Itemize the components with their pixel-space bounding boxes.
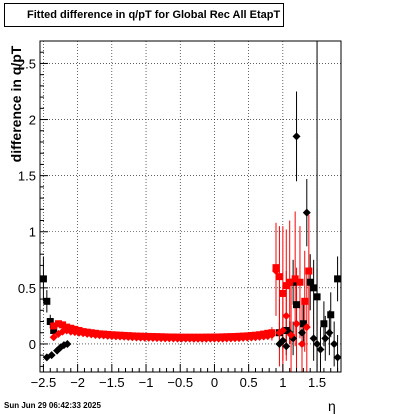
data-point-diamond bbox=[287, 330, 296, 339]
data-point-square bbox=[50, 326, 58, 334]
data-point-diamond bbox=[321, 334, 330, 343]
data-point-diamond bbox=[282, 342, 291, 351]
x-tick-label: −2.5 bbox=[31, 375, 57, 390]
data-point-square bbox=[334, 275, 342, 283]
data-point-diamond bbox=[49, 333, 58, 342]
data-point-square bbox=[320, 320, 328, 328]
data-point-diamond bbox=[194, 334, 203, 343]
data-point-diamond bbox=[214, 334, 223, 343]
data-point-square bbox=[293, 301, 301, 309]
data-point-diamond bbox=[298, 328, 307, 337]
data-point-diamond bbox=[59, 341, 68, 350]
data-point-square bbox=[279, 289, 287, 297]
tick-labels: −2.5 −2 −1.5 −1 −0.5 0 0.5 1 1.5 0 0.5 1 1.5 2 2.5 bbox=[18, 56, 326, 390]
x-tick-label: −1 bbox=[139, 375, 154, 390]
data-point-diamond bbox=[278, 326, 287, 335]
data-point-diamond bbox=[325, 328, 334, 337]
data-point-diamond bbox=[292, 132, 301, 141]
data-point-square bbox=[46, 318, 54, 326]
y-tick-label: 2 bbox=[29, 113, 36, 128]
data-point-square bbox=[296, 278, 304, 286]
x-tick-label: 1 bbox=[279, 375, 286, 390]
x-tick-label: 0.5 bbox=[240, 375, 258, 390]
data-point-diamond bbox=[47, 351, 56, 360]
data-point-square bbox=[54, 320, 62, 328]
data-point-diamond bbox=[206, 334, 215, 343]
data-point-diamond bbox=[298, 339, 307, 348]
y-tick-label: 0.5 bbox=[18, 281, 36, 296]
data-point-square bbox=[305, 267, 313, 275]
data-point-square bbox=[299, 320, 307, 328]
data-point-diamond bbox=[302, 323, 311, 332]
data-point-diamond bbox=[120, 332, 129, 341]
x-tick-label: −0.5 bbox=[167, 375, 193, 390]
data-point-diamond bbox=[292, 319, 301, 328]
data-point-diamond bbox=[309, 334, 318, 343]
data-point-diamond bbox=[189, 334, 198, 343]
data-point-diamond bbox=[316, 345, 325, 354]
data-point-diamond bbox=[267, 330, 276, 339]
data-point-square bbox=[306, 278, 314, 286]
data-point-square bbox=[291, 275, 299, 283]
x-tick-label: −1.5 bbox=[99, 375, 125, 390]
data-point-diamond bbox=[161, 334, 170, 343]
data-point-square bbox=[275, 273, 283, 281]
data-point-square bbox=[59, 321, 67, 329]
data-point-square bbox=[327, 311, 335, 319]
y-tick-label: 0 bbox=[29, 337, 36, 352]
data-point-diamond bbox=[302, 208, 311, 217]
data-point-square bbox=[50, 322, 58, 330]
data-point-square bbox=[43, 297, 51, 305]
data-point-square bbox=[301, 297, 309, 305]
data-point-diamond bbox=[63, 339, 72, 348]
data-point-square bbox=[286, 278, 294, 286]
data-point-diamond bbox=[330, 339, 339, 348]
x-axis-label: η bbox=[328, 398, 336, 414]
data-point-square bbox=[310, 284, 318, 292]
y-tick-label: 2.5 bbox=[18, 56, 36, 71]
y-tick-label: 1 bbox=[29, 225, 36, 240]
markers bbox=[39, 132, 342, 362]
data-point-diamond bbox=[181, 334, 190, 343]
data-point-diamond bbox=[333, 353, 342, 362]
x-tick-label: −2 bbox=[70, 375, 85, 390]
axis-ticks bbox=[40, 40, 339, 372]
data-point-diamond bbox=[198, 334, 207, 343]
y-axis-label: difference in q/pT bbox=[8, 45, 24, 163]
footer-timestamp: Sun Jun 29 06:42:33 2025 bbox=[4, 401, 101, 410]
y-tick-label: 1.5 bbox=[18, 169, 36, 184]
data-point-diamond bbox=[282, 311, 291, 320]
data-point-diamond bbox=[173, 334, 182, 343]
x-tick-label: 0 bbox=[211, 375, 218, 390]
data-point-diamond bbox=[313, 339, 322, 348]
data-point-diamond bbox=[251, 333, 260, 342]
chart-title: Fitted difference in q/pT for Global Rec… bbox=[4, 3, 284, 27]
plot-frame bbox=[39, 40, 342, 373]
data-point-square bbox=[313, 293, 321, 301]
data-point-square bbox=[39, 275, 47, 283]
data-point-diamond bbox=[272, 267, 281, 276]
data-point-diamond bbox=[278, 336, 287, 345]
x-tick-label: 1.5 bbox=[308, 375, 326, 390]
